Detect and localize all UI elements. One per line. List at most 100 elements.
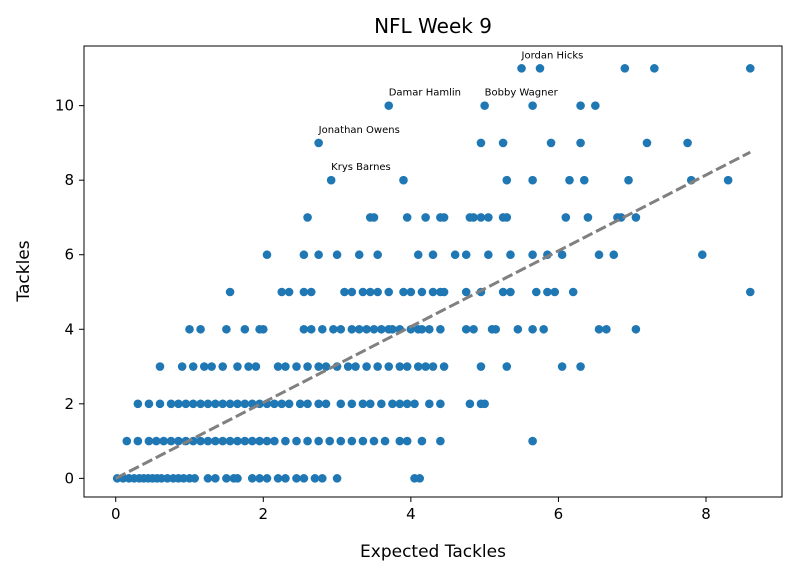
- data-point: [347, 324, 357, 334]
- data-point: [358, 399, 368, 409]
- data-point: [421, 362, 430, 371]
- data-point: [436, 436, 445, 446]
- data-point: [631, 213, 641, 222]
- data-point: [491, 324, 501, 334]
- data-point: [174, 436, 183, 446]
- data-point: [528, 324, 537, 334]
- data-point: [683, 138, 692, 148]
- data-point: [369, 213, 379, 222]
- data-point: [329, 324, 338, 334]
- data-point: [240, 324, 250, 334]
- data-point: [144, 399, 154, 409]
- data-point: [310, 474, 320, 483]
- data-point: [284, 399, 294, 409]
- data-point: [402, 399, 412, 409]
- data-point: [506, 250, 515, 260]
- data-point: [399, 287, 408, 297]
- axis-ticks: 0 2 4 6 8 0 2 4 6 8 10: [55, 97, 711, 523]
- data-point: [336, 324, 346, 334]
- data-point: [314, 362, 323, 371]
- y-axis-label: Tackles: [14, 240, 34, 302]
- data-point: [402, 213, 412, 222]
- x-tick-label: 2: [259, 505, 269, 523]
- data-point: [326, 175, 336, 185]
- data-point: [292, 474, 301, 483]
- data-point: [222, 474, 231, 483]
- data-point: [362, 362, 371, 371]
- data-point: [528, 175, 537, 185]
- trend-line: [115, 150, 751, 480]
- data-point: [484, 213, 493, 222]
- data-point: [262, 250, 272, 260]
- data-point: [196, 436, 205, 446]
- player-annotation: Damar Hamlin: [389, 88, 461, 99]
- data-point: [314, 138, 323, 148]
- data-point: [292, 362, 301, 371]
- data-point: [517, 64, 526, 73]
- data-point: [476, 213, 486, 222]
- data-point: [550, 287, 560, 297]
- data-point: [745, 64, 755, 73]
- data-point: [428, 287, 438, 297]
- x-tick-label: 6: [554, 505, 564, 523]
- data-point: [642, 138, 652, 148]
- data-point: [436, 324, 445, 334]
- data-point: [406, 287, 416, 297]
- data-point: [225, 436, 235, 446]
- data-point: [351, 362, 360, 371]
- data-point: [166, 399, 176, 409]
- data-point: [594, 250, 604, 260]
- data-point: [240, 436, 250, 446]
- data-point: [299, 324, 309, 334]
- data-point: [196, 324, 205, 334]
- data-point: [303, 362, 312, 371]
- data-point: [583, 213, 593, 222]
- data-point: [723, 175, 733, 185]
- player-annotation: Jordan Hicks: [521, 50, 584, 61]
- data-point: [163, 474, 172, 483]
- data-point: [340, 287, 349, 297]
- data-point: [218, 362, 228, 371]
- data-point: [576, 101, 585, 110]
- data-point: [306, 324, 316, 334]
- data-point: [395, 362, 405, 371]
- data-point: [133, 399, 143, 409]
- data-point: [181, 399, 191, 409]
- data-point: [373, 250, 382, 260]
- data-point: [199, 362, 209, 371]
- data-point: [402, 436, 412, 446]
- data-point: [417, 324, 427, 334]
- data-point: [177, 362, 187, 371]
- data-point: [546, 138, 556, 148]
- data-point: [557, 250, 567, 260]
- y-tick-label: 10: [55, 97, 74, 115]
- axes-frame: [83, 45, 783, 498]
- data-point: [380, 436, 390, 446]
- data-point: [557, 362, 567, 371]
- data-point: [292, 436, 301, 446]
- data-point: [233, 436, 242, 446]
- data-point: [439, 362, 449, 371]
- data-point: [421, 213, 430, 222]
- data-point: [417, 287, 427, 297]
- data-point: [155, 399, 165, 409]
- x-tick-label: 0: [111, 505, 121, 523]
- data-point: [650, 64, 659, 73]
- data-point: [277, 399, 287, 409]
- data-point: [469, 324, 478, 334]
- data-point: [284, 287, 294, 297]
- data-point: [502, 362, 512, 371]
- data-point: [259, 324, 268, 334]
- data-point: [299, 474, 309, 483]
- data-point: [225, 287, 235, 297]
- x-tick-label: 4: [406, 505, 416, 523]
- data-point: [358, 287, 368, 297]
- data-point: [568, 287, 578, 297]
- data-point: [369, 324, 379, 334]
- data-point: [450, 250, 460, 260]
- data-point: [480, 399, 489, 409]
- data-point: [528, 436, 537, 446]
- data-point: [211, 436, 220, 446]
- data-point: [295, 399, 305, 409]
- data-point: [251, 362, 261, 371]
